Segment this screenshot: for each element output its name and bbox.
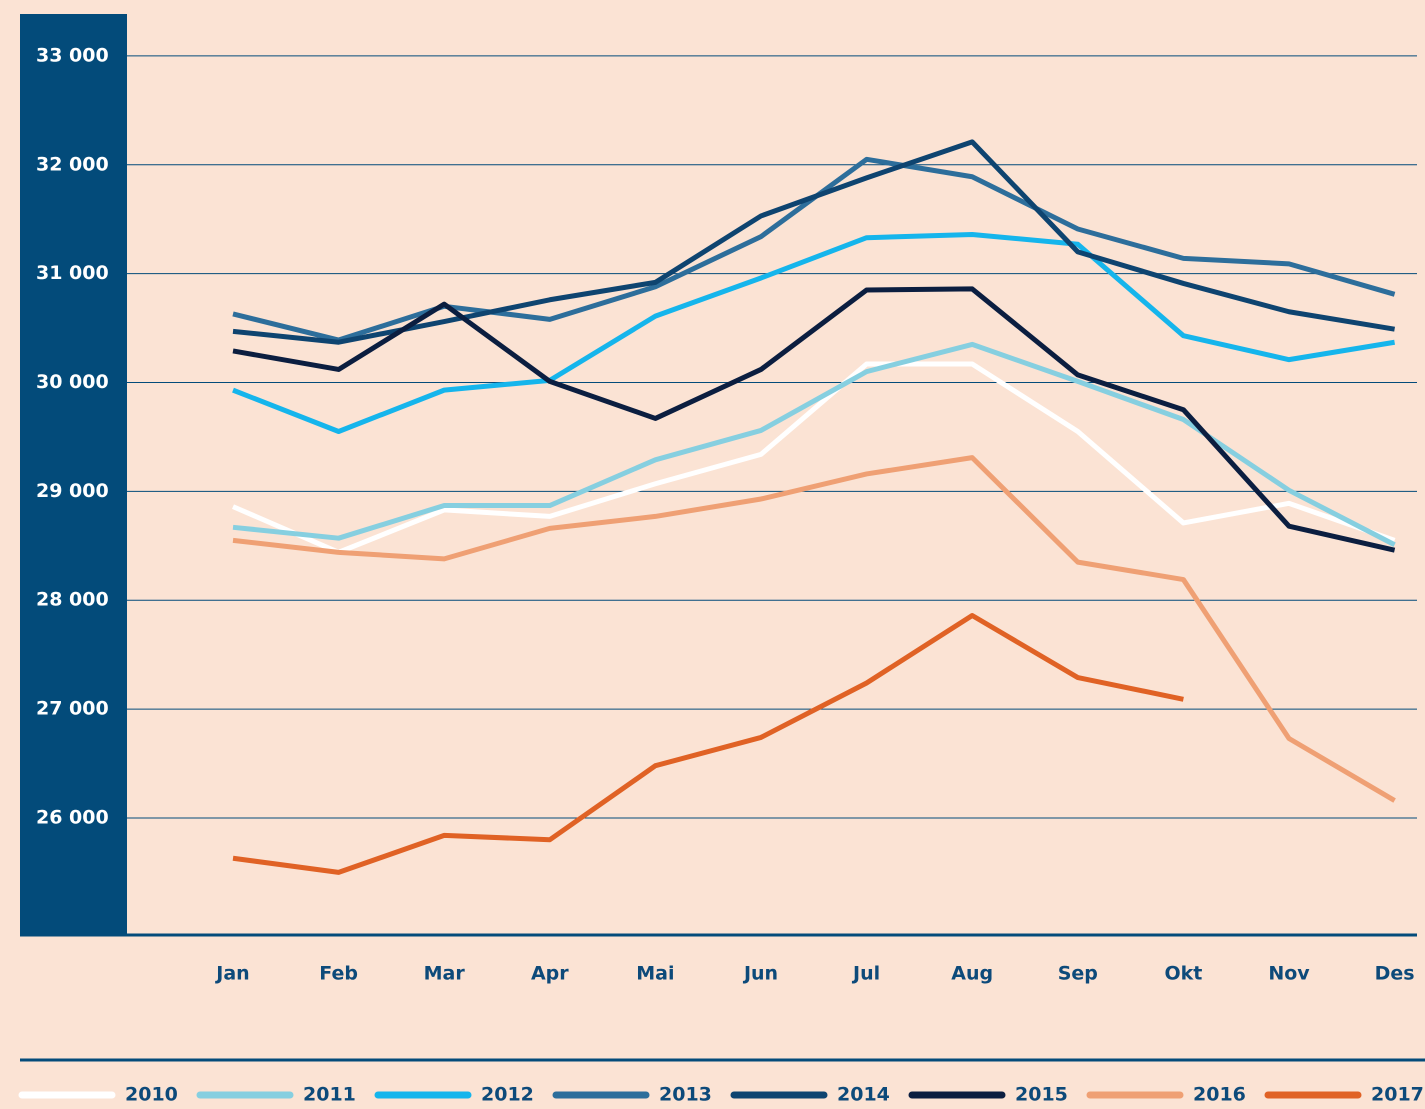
legend-label: 2014 bbox=[837, 1084, 890, 1106]
legend-label: 2013 bbox=[659, 1084, 712, 1106]
legend-label: 2012 bbox=[481, 1084, 534, 1106]
series-line bbox=[232, 361, 1396, 555]
x-tick-label: Nov bbox=[1268, 963, 1310, 985]
x-tick-label: Aug bbox=[951, 963, 993, 985]
y-tick-label: 30 000 bbox=[36, 371, 109, 393]
y-tick-label: 31 000 bbox=[36, 262, 109, 284]
y-tick-label: 26 000 bbox=[36, 806, 109, 828]
series-line bbox=[232, 286, 1396, 553]
x-tick-label: Apr bbox=[531, 963, 569, 985]
series-line bbox=[232, 612, 1184, 875]
legend-label: 2016 bbox=[1193, 1084, 1246, 1106]
x-tick-label: Okt bbox=[1164, 963, 1202, 985]
x-tick-label: Mai bbox=[636, 963, 674, 985]
x-tick-label: Des bbox=[1375, 963, 1415, 985]
legend-label: 2010 bbox=[125, 1084, 178, 1106]
series-line bbox=[232, 231, 1396, 434]
x-tick-label: Feb bbox=[319, 963, 358, 985]
x-tick-label: Jan bbox=[214, 963, 249, 985]
legend-label: 2017 bbox=[1371, 1084, 1424, 1106]
x-tick-label: Sep bbox=[1058, 963, 1098, 985]
x-tick-label: Mar bbox=[424, 963, 466, 985]
y-tick-label: 33 000 bbox=[36, 44, 109, 66]
x-tick-label: Jul bbox=[851, 963, 880, 985]
y-tick-label: 28 000 bbox=[36, 589, 109, 611]
x-tick-label: Jun bbox=[742, 963, 778, 985]
y-tick-label: 29 000 bbox=[36, 480, 109, 502]
series-line bbox=[232, 455, 1396, 803]
legend-label: 2011 bbox=[303, 1084, 356, 1106]
axis-band bbox=[20, 14, 127, 935]
y-tick-label: 27 000 bbox=[36, 698, 109, 720]
series-line bbox=[232, 139, 1396, 345]
legend-label: 2015 bbox=[1015, 1084, 1068, 1106]
y-tick-label: 32 000 bbox=[36, 153, 109, 175]
